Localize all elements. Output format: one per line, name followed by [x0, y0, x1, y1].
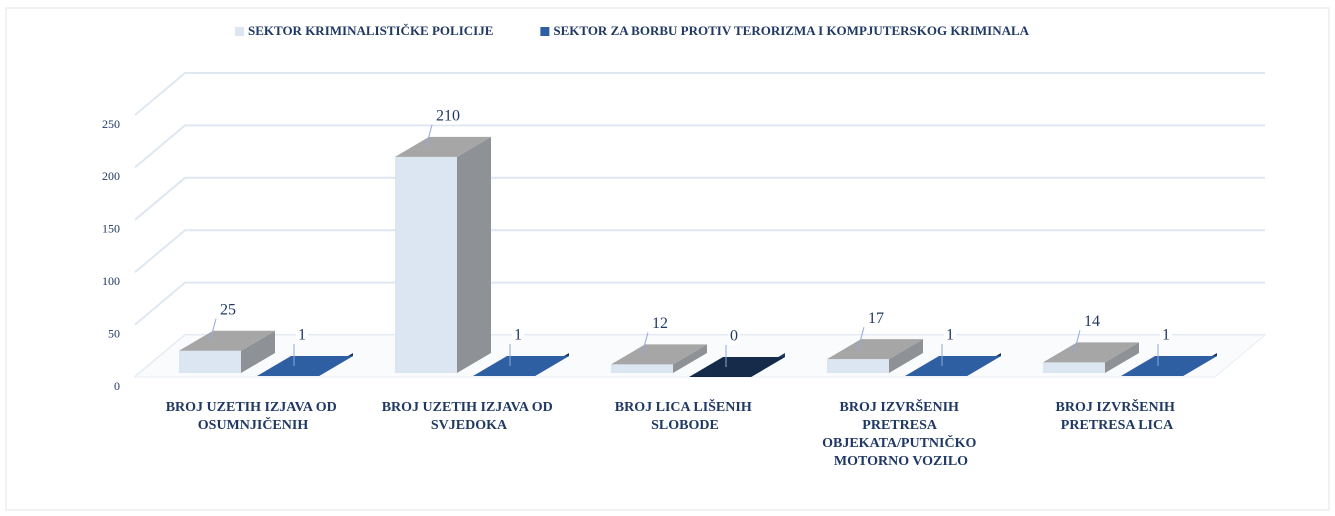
value-label-bg: [1082, 312, 1102, 330]
value-label-bg: [866, 309, 886, 327]
bar: [179, 330, 275, 373]
value-label-bg: [944, 326, 956, 344]
bar: [827, 339, 923, 373]
value-label-bg: [512, 326, 524, 344]
bar-front: [611, 364, 673, 373]
x-tick-label-line: BROJ UZETIH IZJAVA OD: [382, 400, 557, 415]
bar: [1121, 353, 1217, 376]
x-tick-label: BROJ UZETIH IZJAVA OD SVJEDOKA: [382, 400, 557, 433]
bar-top: [827, 339, 923, 360]
bar-side: [889, 339, 923, 373]
y-tick-label: 50: [108, 326, 120, 340]
grid-line: [134, 176, 1265, 221]
label-leader: [425, 124, 433, 148]
x-tick-label: BROJ IZVRŠENIH PRETRESA OBJEKATA/PUTNIČK…: [822, 398, 980, 469]
value-label: 210: [436, 108, 460, 125]
x-tick-label: BROJ UZETIH IZJAVA OD OSUMNJIČENIH: [166, 400, 341, 433]
bar-front: [179, 350, 241, 373]
grid-line: [134, 229, 1265, 273]
grid-line: [134, 281, 1265, 326]
value-label-bg: [434, 107, 462, 125]
label-leader: [641, 332, 649, 355]
bar: [257, 353, 353, 376]
bar-top: [611, 344, 707, 365]
value-label: 0: [730, 328, 738, 345]
x-tick-label-line: BROJ IZVRŠENIH: [1056, 398, 1179, 415]
bar-front: [1043, 362, 1105, 373]
bar: [611, 344, 707, 373]
x-tick-label-line: BROJ LICA LIŠENIH: [615, 398, 755, 415]
value-label-bg: [650, 315, 670, 333]
x-tick-label: BROJ IZVRŠENIH PRETRESA LICA: [1056, 398, 1179, 433]
bar: [689, 353, 785, 377]
bar-top: [473, 355, 569, 376]
y-tick-label: 0: [114, 379, 120, 393]
value-label: 12: [652, 315, 668, 332]
label-leader: [857, 327, 865, 350]
value-label: 1: [514, 327, 522, 344]
grid-line: [134, 72, 1265, 116]
bar-side: [457, 136, 491, 373]
bar-top: [689, 357, 785, 377]
chart-frame: [5, 7, 1330, 511]
value-label-bg: [296, 326, 308, 344]
label-leader: [209, 318, 217, 341]
bar: [905, 353, 1001, 376]
x-tick-label-line: OBJEKATA/PUTNIČKO: [822, 434, 980, 451]
grid-line: [134, 124, 1265, 169]
x-tick-label-line: MOTORNO VOZILO: [834, 454, 968, 469]
x-tick-label-line: BROJ IZVRŠENIH: [840, 398, 963, 415]
bar: [473, 353, 569, 376]
bar: [1043, 342, 1139, 373]
value-label: 1: [1162, 327, 1170, 344]
value-label-bg: [728, 327, 740, 345]
y-tick-label: 250: [102, 117, 120, 131]
value-label: 25: [220, 301, 236, 318]
value-label: 14: [1084, 313, 1100, 330]
y-tick-label: 150: [102, 222, 120, 236]
legend-label: SEKTOR KRIMINALISTIČKE POLICIJE: [248, 23, 493, 38]
x-tick-label-line: OSUMNJIČENIH: [198, 416, 309, 433]
x-tick-label-line: SVJEDOKA: [431, 418, 508, 433]
value-label: 1: [298, 327, 306, 344]
bar-top: [905, 355, 1001, 376]
bar-side: [1105, 342, 1139, 373]
bar-top: [1121, 355, 1217, 376]
bar-top: [179, 330, 275, 351]
x-tick-label-line: BROJ UZETIH IZJAVA OD: [166, 400, 341, 415]
bar-side: [241, 330, 275, 373]
x-tick-label-line: SLOBODE: [651, 418, 719, 433]
value-label: 1: [946, 327, 954, 344]
bar-front: [827, 359, 889, 373]
bar-top: [1043, 342, 1139, 363]
x-tick-label-line: PRETRESA: [862, 418, 939, 433]
bar-side: [673, 344, 707, 373]
x-tick-label-line: PRETRESA LICA: [1061, 418, 1174, 433]
value-label: 17: [868, 310, 884, 327]
bar: [395, 136, 491, 373]
legend-swatch: [540, 27, 550, 36]
legend-swatch: [235, 27, 244, 36]
y-tick-label: 100: [102, 274, 120, 288]
bar-top: [395, 136, 491, 157]
label-leader: [1073, 330, 1081, 353]
x-tick-label: BROJ LICA LIŠENIH SLOBODE: [615, 398, 755, 433]
bar-front: [395, 156, 457, 373]
value-label-bg: [1160, 326, 1172, 344]
y-tick-label: 200: [102, 169, 120, 183]
bar-top: [257, 355, 353, 376]
value-label-bg: [218, 301, 238, 319]
legend-label: SEKTOR ZA BORBU PROTIV TERORIZMA I KOMPJ…: [553, 23, 1029, 38]
